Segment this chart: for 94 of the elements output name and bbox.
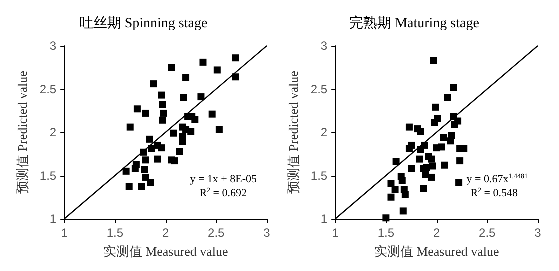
point (148, 145, 156, 152)
point (422, 171, 430, 178)
point (146, 136, 154, 143)
x-tick-label: 1 (332, 226, 340, 240)
point (406, 124, 413, 131)
point (444, 94, 452, 102)
point (460, 145, 468, 152)
point (122, 168, 130, 175)
point (134, 106, 141, 113)
x-tick-label: 2.5 (479, 226, 496, 240)
point (408, 165, 415, 172)
point (438, 144, 446, 151)
point (392, 186, 399, 194)
point (126, 124, 134, 131)
point (406, 145, 413, 152)
point (392, 158, 400, 166)
point (142, 110, 150, 117)
y-tick-label: 1.5 (310, 168, 328, 183)
point (180, 94, 188, 102)
point (171, 158, 178, 165)
point (170, 130, 178, 137)
point (154, 156, 162, 163)
point (179, 124, 186, 131)
x-tick-label: 1 (61, 226, 68, 240)
point (400, 208, 407, 215)
point (176, 148, 184, 156)
y-tick-label: 2.5 (40, 82, 57, 96)
point (416, 156, 424, 163)
point (158, 92, 166, 99)
point (452, 121, 459, 128)
point (431, 119, 438, 126)
point (402, 191, 409, 198)
y-tick-label: 2 (50, 126, 57, 140)
point (420, 185, 428, 192)
point (382, 214, 390, 222)
x-axis-title: 实测值 Measured value (103, 244, 228, 259)
y-tick-label: 3 (50, 39, 57, 53)
point (432, 104, 440, 111)
point (154, 142, 162, 149)
point (126, 183, 133, 190)
point (428, 174, 436, 181)
point (142, 174, 150, 181)
point (214, 66, 221, 74)
point (159, 101, 166, 108)
point (216, 126, 223, 134)
point (388, 180, 395, 188)
x-tick-label: 3 (264, 226, 271, 240)
x-tick-label: 2 (433, 226, 440, 240)
point (450, 84, 458, 92)
y-tick-label: 2 (320, 126, 328, 140)
point (160, 110, 168, 117)
point (447, 138, 454, 145)
point (142, 156, 150, 164)
x-axis-title: 实测值 Measured value (374, 244, 500, 259)
point (417, 146, 424, 154)
point (398, 177, 406, 184)
point (140, 148, 148, 156)
point (232, 54, 240, 62)
point (150, 80, 158, 88)
y-tick-label: 1 (50, 212, 57, 226)
x-tick-label: 3 (534, 226, 542, 240)
point (168, 64, 176, 72)
y-axis-title: 预测值 Predicted value (15, 70, 30, 194)
point (182, 74, 190, 82)
y-tick-label: 1 (320, 212, 328, 226)
point (159, 116, 166, 124)
point (232, 74, 240, 81)
y-axis-title: 预测值 Predicted value (286, 70, 301, 194)
point (147, 179, 154, 186)
point (208, 110, 216, 118)
point (198, 94, 205, 101)
chart-title: 完熟期 Maturing stage (350, 16, 480, 32)
y-tick-label: 3 (320, 39, 328, 53)
y-tick-label: 2.5 (310, 82, 328, 96)
chart-title: 吐丝期 Spinning stage (79, 16, 208, 32)
point (200, 58, 207, 66)
point (441, 162, 448, 169)
y-tick-label: 1.5 (40, 168, 57, 183)
point (456, 158, 464, 165)
point (440, 134, 448, 142)
point (141, 166, 148, 174)
point (456, 179, 463, 186)
point (388, 194, 395, 201)
x-tick-label: 1.5 (106, 226, 124, 240)
point (138, 183, 145, 190)
point (428, 156, 436, 163)
x-tick-label: 1.5 (378, 226, 395, 240)
point (430, 57, 438, 64)
x-tick-label: 2.5 (208, 226, 226, 240)
point (132, 165, 139, 172)
annotation: y = 1x + 8E-05 (190, 174, 258, 186)
point (192, 116, 199, 124)
x-tick-label: 2 (162, 226, 170, 240)
point (417, 128, 424, 136)
